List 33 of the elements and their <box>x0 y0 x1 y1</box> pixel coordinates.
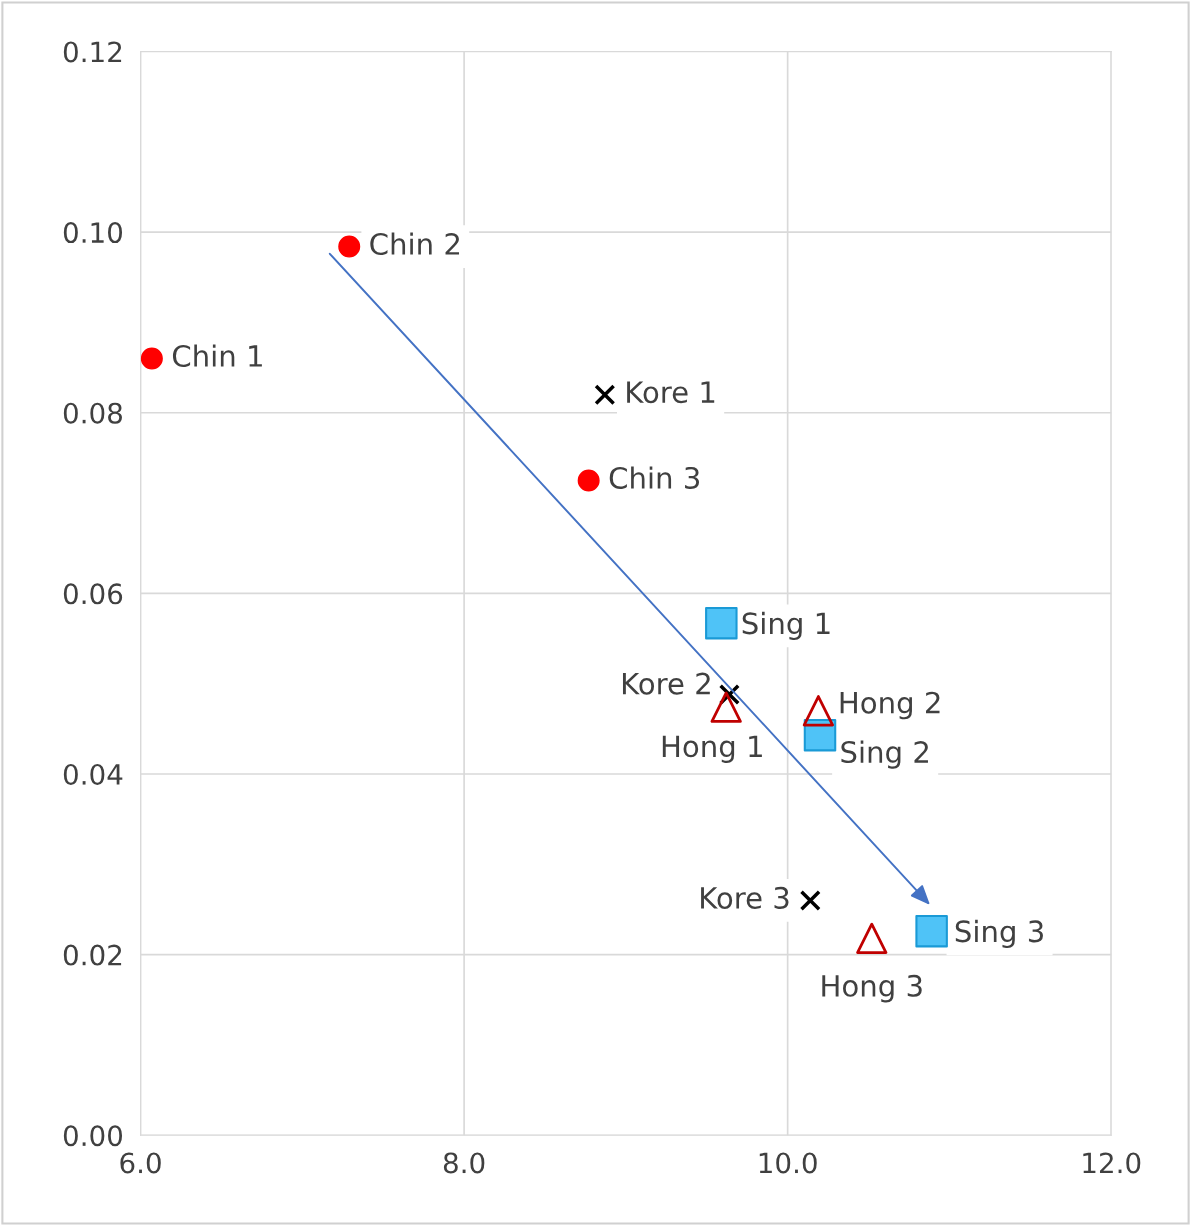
point <box>799 889 821 911</box>
point <box>705 606 738 640</box>
data-label: Sing 2 <box>841 740 928 769</box>
data-label: Chin 1 <box>172 344 262 368</box>
point <box>140 347 163 370</box>
data-label: Chin 3 <box>609 466 700 489</box>
y-tick-label: 0.02 <box>63 944 122 966</box>
y-tick-label: 0.08 <box>63 402 122 424</box>
data-label: Chin 2 <box>370 232 460 256</box>
y-tick-label: 0.12 <box>63 41 122 63</box>
y-tick-label: 0.06 <box>63 583 123 605</box>
data-label: Hong 3 <box>822 974 922 1003</box>
x-tick-label: 6.0 <box>120 1152 161 1174</box>
x-tick-label: 10.0 <box>759 1152 817 1174</box>
point <box>338 235 361 258</box>
point <box>710 691 742 723</box>
data-label: Hong 1 <box>662 735 762 763</box>
y-tick-label: 0.00 <box>63 1125 123 1147</box>
point <box>594 384 616 406</box>
data-label: Kore 3 <box>701 886 789 909</box>
data-label: Kore 2 <box>622 672 710 695</box>
data-label: Sing 1 <box>742 611 830 641</box>
point <box>577 469 600 492</box>
x-tick-label: 8.0 <box>443 1152 485 1174</box>
point <box>856 922 888 955</box>
point <box>915 914 948 948</box>
y-tick-label: 0.10 <box>63 222 123 244</box>
y-tick-label: 0.04 <box>63 763 123 785</box>
point <box>802 695 835 727</box>
data-label: Sing 3 <box>955 919 1043 949</box>
data-label: Hong 2 <box>840 691 940 720</box>
data-label: Kore 1 <box>627 381 715 404</box>
x-tick-label: 12.0 <box>1083 1152 1141 1174</box>
